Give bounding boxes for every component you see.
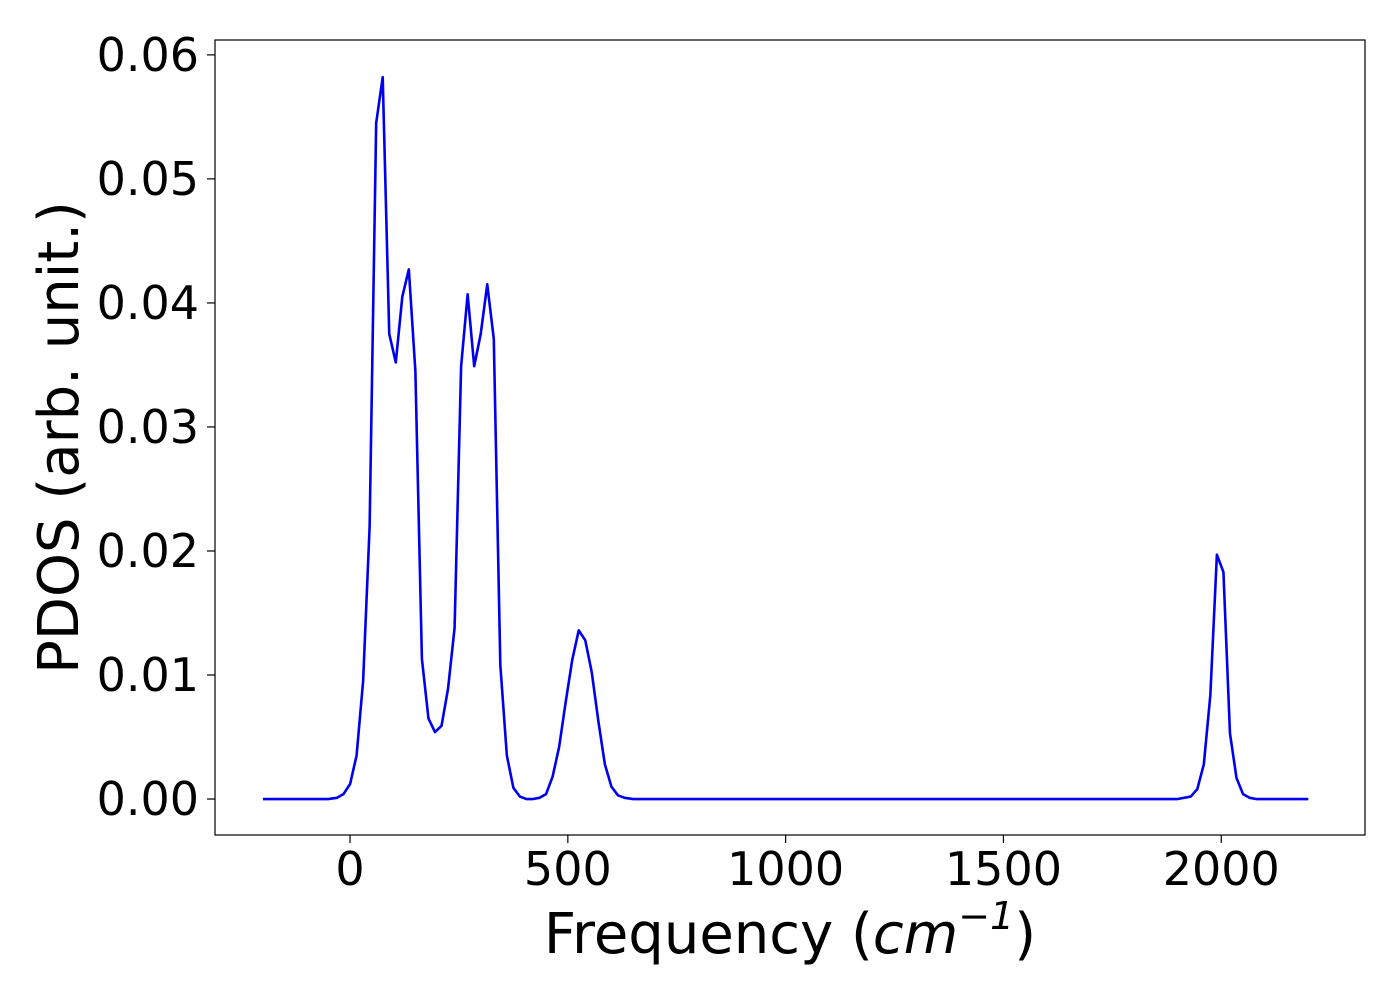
y-tick-label: 0.00	[97, 772, 199, 826]
y-tick-label: 0.02	[97, 524, 199, 578]
x-label-prefix: Frequency (	[544, 902, 873, 967]
x-label-exponent: −1	[958, 894, 1014, 938]
y-tick-label: 0.01	[97, 648, 199, 702]
x-tick-label: 1500	[945, 842, 1062, 896]
x-tick-label: 2000	[1163, 842, 1280, 896]
y-axis-ticks: 0.00 0.01 0.02 0.03 0.04 0.05 0.06	[97, 28, 215, 826]
y-tick-label: 0.04	[97, 276, 199, 330]
y-tick-label: 0.06	[97, 28, 199, 82]
y-tick-label: 0.05	[97, 152, 199, 206]
series-line-0	[262, 75, 1309, 801]
x-label-unit: cm	[873, 902, 958, 967]
x-tick-label: 500	[524, 842, 612, 896]
x-tick-label: 0	[335, 842, 364, 896]
x-axis-label: Frequency (cm−1)	[544, 894, 1036, 967]
axes-frame	[214, 39, 1366, 836]
x-axis-ticks: 0 500 1000 1500 2000	[335, 835, 1280, 896]
y-tick-label: 0.03	[97, 400, 199, 454]
y-axis-label: PDOS (arb. unit.)	[27, 201, 92, 674]
x-label-suffix: )	[1014, 902, 1036, 967]
x-tick-label: 1000	[727, 842, 844, 896]
plot-area	[214, 39, 1366, 836]
